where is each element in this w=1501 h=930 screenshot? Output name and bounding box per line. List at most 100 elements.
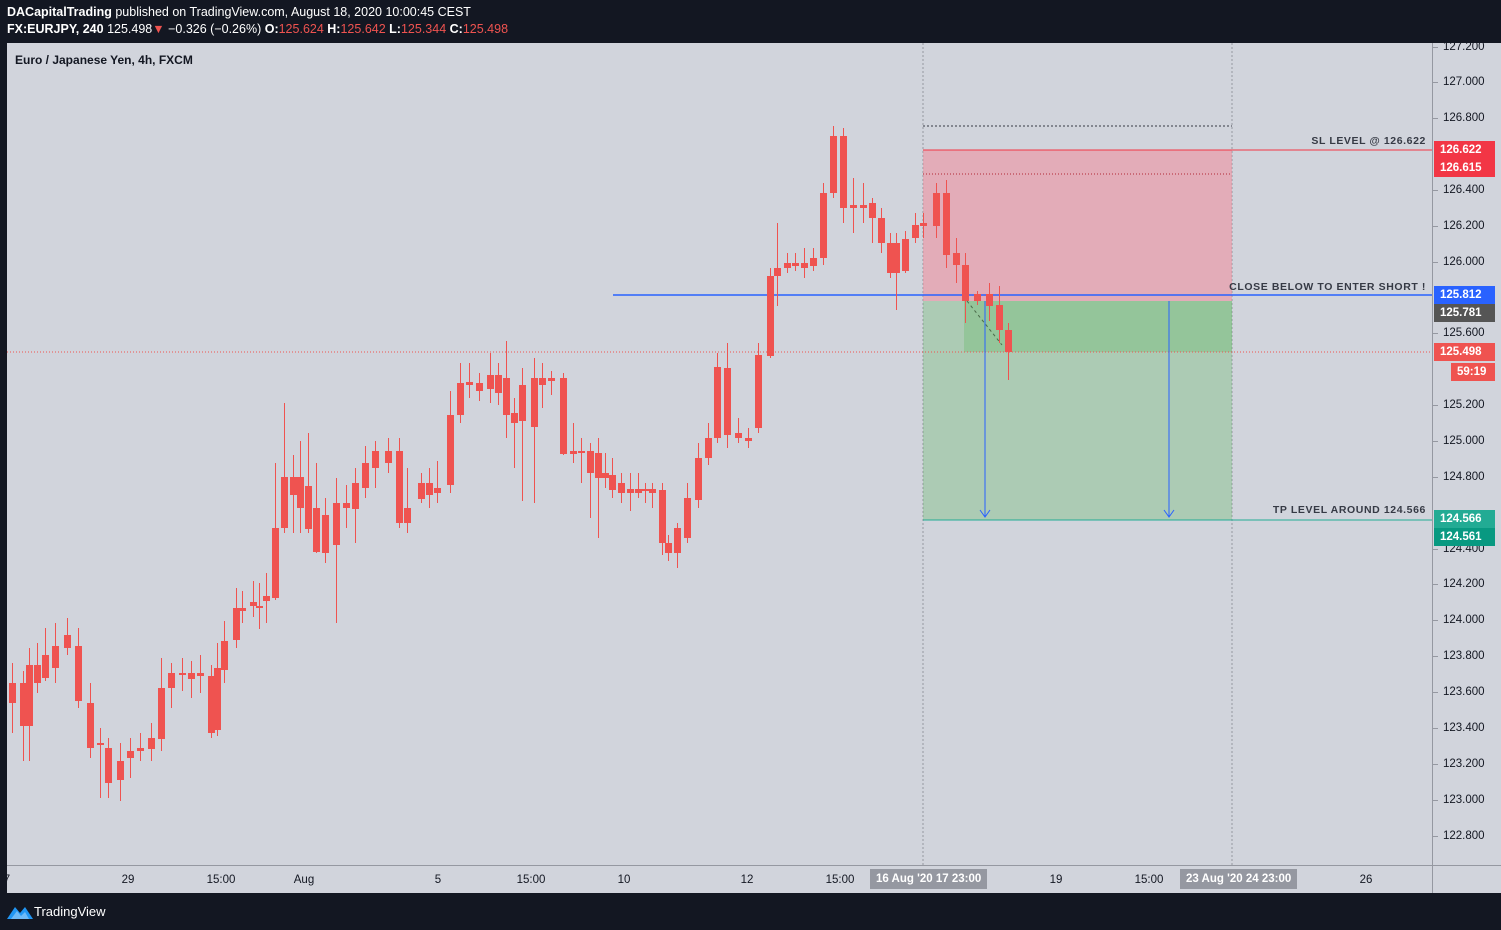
price-axis[interactable]: 127.200 127.000 126.800 126.400 126.200 … xyxy=(1432,43,1501,865)
candle-body[interactable] xyxy=(168,673,175,688)
candle-body[interactable] xyxy=(250,602,257,606)
candle-body[interactable] xyxy=(426,483,433,495)
candle-body[interactable] xyxy=(75,646,82,701)
candle-body[interactable] xyxy=(197,673,204,676)
candle-body[interactable] xyxy=(305,486,312,529)
down-arrow-icon[interactable] xyxy=(1163,301,1175,518)
entry-annotation[interactable]: CLOSE BELOW TO ENTER SHORT ! xyxy=(1229,281,1426,293)
candle-body[interactable] xyxy=(221,641,228,670)
candle-body[interactable] xyxy=(372,451,379,468)
candle-body[interactable] xyxy=(233,608,240,640)
candle-body[interactable] xyxy=(503,378,510,415)
candle-body[interactable] xyxy=(649,489,656,493)
candle-body[interactable] xyxy=(560,378,567,454)
candle-body[interactable] xyxy=(893,243,900,273)
candle-body[interactable] xyxy=(714,367,721,438)
candle-body[interactable] xyxy=(333,503,340,545)
candle-body[interactable] xyxy=(996,305,1003,330)
candle-body[interactable] xyxy=(705,438,712,458)
candle-body[interactable] xyxy=(665,543,672,553)
candle-body[interactable] xyxy=(659,490,666,543)
candle-body[interactable] xyxy=(902,239,909,271)
candle-body[interactable] xyxy=(755,355,762,428)
candle-body[interactable] xyxy=(986,294,993,306)
chart-canvas[interactable]: SL LEVEL @ 126.622 CLOSE BELOW TO ENTER … xyxy=(7,43,1432,865)
candle-body[interactable] xyxy=(887,243,894,273)
candle-body[interactable] xyxy=(179,673,186,675)
candle-body[interactable] xyxy=(105,748,112,783)
candle-body[interactable] xyxy=(457,383,464,415)
candle-body[interactable] xyxy=(239,608,246,611)
candle-body[interactable] xyxy=(642,489,649,491)
candle-body[interactable] xyxy=(52,646,59,668)
candle-body[interactable] xyxy=(684,498,691,538)
candle-body[interactable] xyxy=(570,451,577,454)
sl-level-annotation[interactable]: SL LEVEL @ 126.622 xyxy=(1311,135,1426,147)
candle-body[interactable] xyxy=(434,488,441,493)
candle-body[interactable] xyxy=(263,596,270,601)
candle-body[interactable] xyxy=(476,383,483,391)
candle-body[interactable] xyxy=(830,136,837,193)
candle-body[interactable] xyxy=(281,477,288,528)
candle-body[interactable] xyxy=(362,463,369,488)
candle-body[interactable] xyxy=(695,458,702,500)
tradingview-logo-icon[interactable] xyxy=(7,903,33,921)
candlestick-series[interactable] xyxy=(9,126,1012,801)
take-profit-zone[interactable] xyxy=(923,301,1232,520)
candle-body[interactable] xyxy=(635,489,642,493)
candle-body[interactable] xyxy=(820,193,827,258)
candle-body[interactable] xyxy=(774,268,781,276)
candle-body[interactable] xyxy=(343,503,350,508)
candle-body[interactable] xyxy=(404,508,411,523)
candle-body[interactable] xyxy=(618,483,625,493)
candle-body[interactable] xyxy=(447,415,454,485)
candle-body[interactable] xyxy=(531,378,538,427)
candle-body[interactable] xyxy=(208,676,215,733)
chart-pane[interactable]: SL LEVEL @ 126.622 CLOSE BELOW TO ENTER … xyxy=(7,43,1432,865)
candle-body[interactable] xyxy=(587,451,594,473)
symbol-label[interactable]: FX:EURJPY, 240 xyxy=(7,22,104,36)
candle-body[interactable] xyxy=(745,438,752,441)
candle-body[interactable] xyxy=(548,378,555,381)
candle-body[interactable] xyxy=(487,375,494,389)
candle-body[interactable] xyxy=(137,748,144,751)
candle-body[interactable] xyxy=(42,655,49,678)
time-axis[interactable]: 7 29 15:00 Aug 5 15:00 10 12 15:00 19 15… xyxy=(7,865,1432,893)
candle-body[interactable] xyxy=(290,477,297,495)
candle-body[interactable] xyxy=(943,193,950,255)
candle-body[interactable] xyxy=(578,451,585,453)
candle-body[interactable] xyxy=(860,205,867,208)
stop-loss-zone[interactable] xyxy=(923,150,1232,301)
candle-body[interactable] xyxy=(256,606,263,608)
candle-body[interactable] xyxy=(810,258,817,266)
candle-body[interactable] xyxy=(188,673,195,679)
candle-body[interactable] xyxy=(352,483,359,509)
candle-body[interactable] xyxy=(767,276,774,356)
candle-body[interactable] xyxy=(609,475,616,490)
candle-body[interactable] xyxy=(595,453,602,478)
candle-body[interactable] xyxy=(974,294,981,301)
candle-body[interactable] xyxy=(158,688,165,739)
candle-body[interactable] xyxy=(784,263,791,268)
candle-body[interactable] xyxy=(627,489,634,493)
candle-body[interactable] xyxy=(674,528,681,553)
candle-body[interactable] xyxy=(869,203,876,218)
candle-body[interactable] xyxy=(602,473,609,478)
candle-body[interactable] xyxy=(148,738,155,749)
candle-body[interactable] xyxy=(801,263,808,268)
candle-body[interactable] xyxy=(297,477,304,508)
candle-body[interactable] xyxy=(511,413,518,423)
candle-body[interactable] xyxy=(396,451,403,523)
candle-body[interactable] xyxy=(272,528,279,598)
candle-body[interactable] xyxy=(466,382,473,385)
candle-body[interactable] xyxy=(97,743,104,745)
candle-body[interactable] xyxy=(20,683,27,726)
candle-body[interactable] xyxy=(322,515,329,553)
candle-body[interactable] xyxy=(953,253,960,265)
candle-body[interactable] xyxy=(539,378,546,385)
tp-level-annotation[interactable]: TP LEVEL AROUND 124.566 xyxy=(1273,504,1426,516)
candle-body[interactable] xyxy=(933,193,940,226)
candle-body[interactable] xyxy=(962,265,969,301)
candle-body[interactable] xyxy=(735,433,742,438)
candle-body[interactable] xyxy=(385,451,392,463)
